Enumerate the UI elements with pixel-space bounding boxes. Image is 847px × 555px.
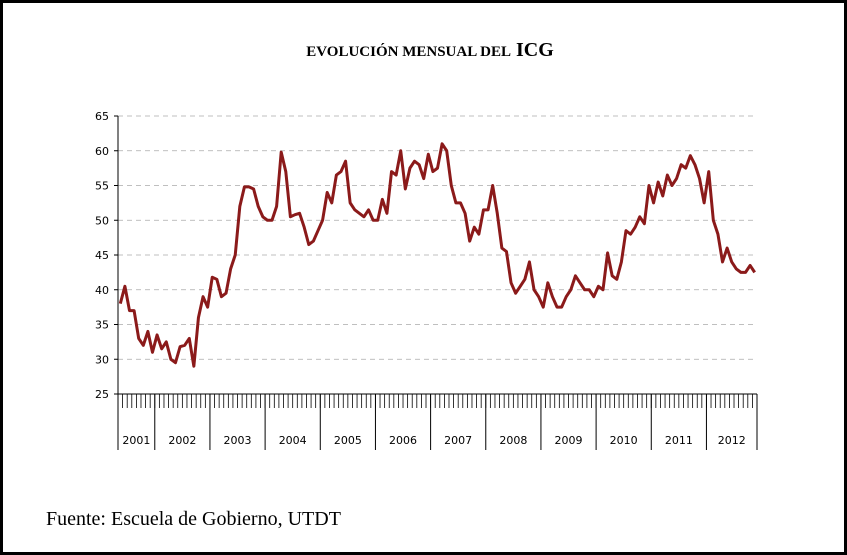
year-label: 2002 [168,434,196,447]
year-label: 2011 [665,434,693,447]
data-line [118,142,756,368]
y-tick-label: 45 [95,249,109,262]
year-label: 2012 [718,434,746,447]
chart-title: EVOLUCIÓN MENSUAL DEL [306,43,511,60]
chart-title-emphasis: ICG [516,39,554,61]
y-tick-label: 25 [95,388,109,401]
year-label: 2008 [499,434,527,447]
y-tick-label: 30 [95,353,109,366]
y-tick-label: 50 [95,214,109,227]
y-tick-label: 55 [95,180,109,193]
year-label: 2009 [555,434,583,447]
y-tick-label: 40 [95,284,109,297]
year-label: 2006 [389,434,417,447]
year-label: 2007 [444,434,472,447]
y-tick-label: 65 [95,110,109,123]
year-label: 2010 [610,434,638,447]
year-label: 2005 [334,434,362,447]
y-tick-label: 35 [95,319,109,332]
chart-title-group: EVOLUCIÓN MENSUAL DEL ICG [306,39,554,61]
source-note: Fuente: Escuela de Gobierno, UTDT [46,508,341,530]
year-label: 2003 [224,434,252,447]
year-label: 2004 [279,434,307,447]
y-tick-label: 60 [95,145,109,158]
year-label: 2001 [122,434,150,447]
